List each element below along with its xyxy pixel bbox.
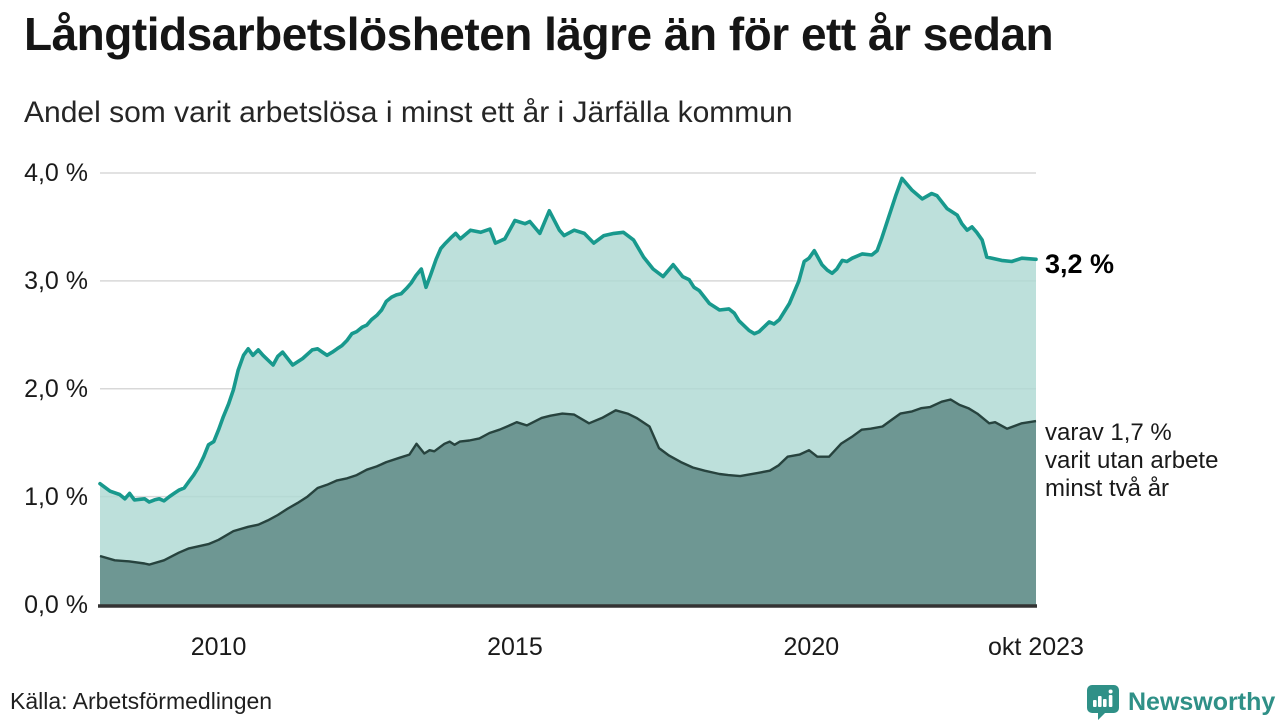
annotation-unemployed-2yr: varav 1,7 % varit utan arbete minst två … xyxy=(1045,419,1218,503)
y-tick-label: 1,0 % xyxy=(24,482,88,511)
chart-subtitle: Andel som varit arbetslösa i minst ett å… xyxy=(24,96,793,129)
chart-title: Långtidsarbetslösheten lägre än för ett … xyxy=(24,8,1054,60)
y-tick-label: 3,0 % xyxy=(24,266,88,295)
x-tick-label: okt 2023 xyxy=(988,633,1084,661)
x-tick-label: 2020 xyxy=(783,633,840,661)
y-tick-label: 0,0 % xyxy=(24,590,88,619)
annotation-line-3: minst två år xyxy=(1045,475,1170,502)
y-tick-label: 2,0 % xyxy=(24,374,88,403)
source-note: Källa: Arbetsförmedlingen xyxy=(10,688,273,714)
value-label-unemployed-1yr: 3,2 % xyxy=(1045,249,1115,279)
x-tick-label: 2010 xyxy=(190,633,247,661)
series-line-unemployed-1yr xyxy=(98,176,1038,504)
newsworthy-logo: Newsworthy xyxy=(1086,684,1275,720)
series-line-unemployed-2yr xyxy=(99,398,1037,566)
x-tick-label: 2015 xyxy=(487,633,543,661)
newsworthy-logo-text: Newsworthy xyxy=(1128,687,1276,716)
newsworthy-speech-bubble-bar-chart-icon xyxy=(1087,685,1119,720)
annotation-line-1: varav 1,7 % xyxy=(1045,419,1172,446)
annotation-line-2: varit utan arbete xyxy=(1045,447,1219,474)
y-tick-label: 4,0 % xyxy=(24,159,88,187)
series-area-unemployed-2yr xyxy=(100,399,1036,605)
